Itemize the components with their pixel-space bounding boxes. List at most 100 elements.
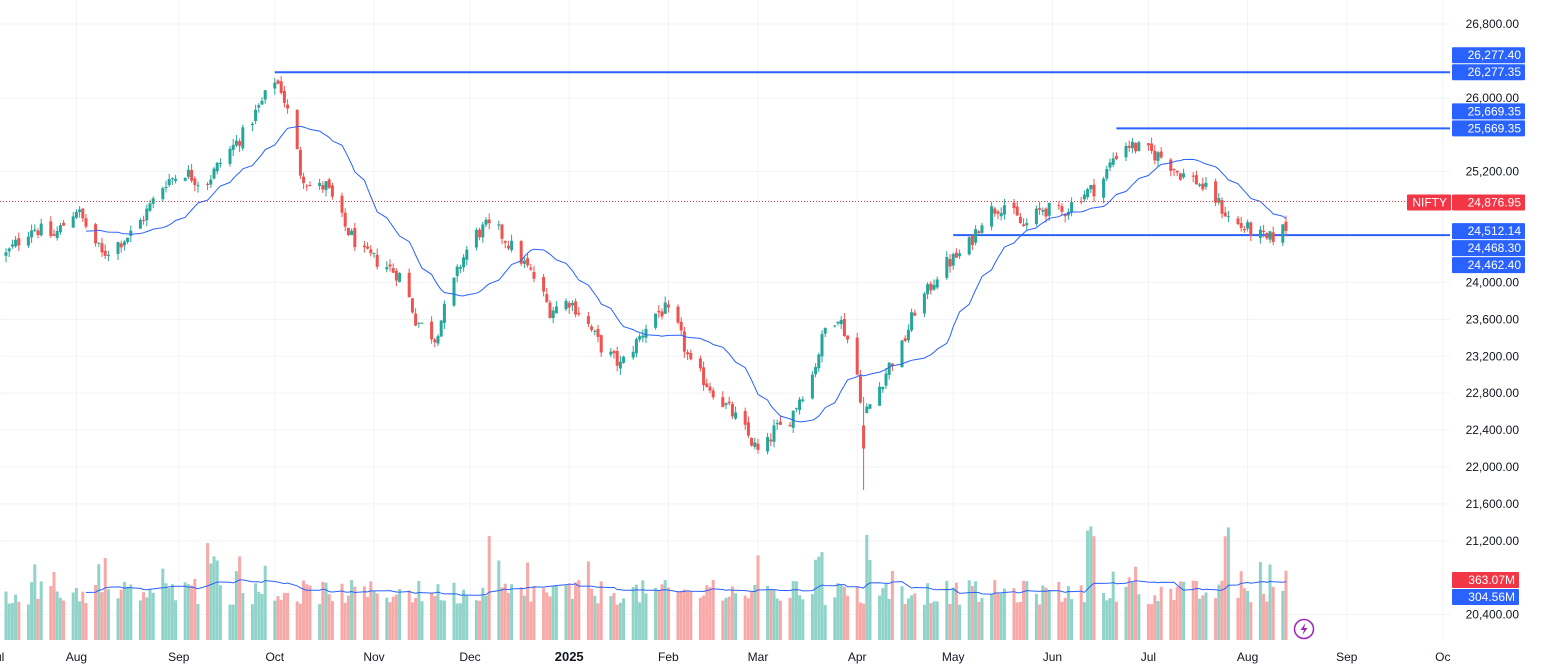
candle-body bbox=[388, 264, 392, 267]
volume-bar bbox=[913, 593, 917, 640]
volume-bar bbox=[420, 601, 424, 640]
volume-bar bbox=[570, 598, 574, 640]
volume-bar bbox=[1242, 588, 1246, 640]
candle-body bbox=[209, 179, 213, 185]
volume-bar bbox=[666, 587, 670, 640]
candle-body bbox=[798, 399, 802, 411]
level-price-tag-text: 24,468.30 bbox=[1468, 241, 1522, 255]
candle-body bbox=[228, 148, 232, 164]
candle-body bbox=[282, 90, 286, 103]
volume-bar bbox=[74, 587, 78, 640]
volume-bar bbox=[980, 597, 984, 640]
last-price-tag-bg bbox=[1452, 194, 1525, 211]
candle-body bbox=[756, 443, 760, 450]
volume-ma-tag: 304.56M bbox=[1452, 589, 1519, 605]
volume-bar bbox=[1092, 536, 1096, 640]
volume-bar bbox=[542, 588, 546, 640]
candle-body bbox=[996, 211, 1000, 214]
volume-bar bbox=[1044, 587, 1048, 640]
volume-bar bbox=[878, 595, 882, 640]
volume-bar bbox=[609, 596, 613, 640]
volume-bar bbox=[519, 587, 523, 640]
candle-body bbox=[1214, 181, 1218, 203]
volume-bar bbox=[1194, 580, 1198, 640]
candle-body bbox=[1127, 145, 1131, 148]
candle-body bbox=[948, 259, 952, 267]
volume-bar bbox=[250, 604, 254, 640]
volume-bar bbox=[634, 584, 638, 640]
volume-bar bbox=[1268, 564, 1272, 640]
candle-body bbox=[1258, 229, 1262, 238]
volume-bar bbox=[170, 584, 174, 640]
volume-bar bbox=[756, 555, 760, 640]
volume-bar bbox=[526, 562, 530, 640]
volume-bar bbox=[295, 601, 299, 640]
candle-body bbox=[708, 386, 712, 391]
volume-bar bbox=[39, 581, 43, 640]
candle-body bbox=[820, 334, 824, 357]
volume-bar bbox=[596, 603, 600, 640]
volume-bar bbox=[212, 556, 216, 640]
candle-body bbox=[308, 185, 312, 187]
candle-body bbox=[1226, 216, 1230, 218]
volume-bar bbox=[506, 592, 510, 640]
volume-bar bbox=[1249, 602, 1253, 640]
candle-body bbox=[772, 425, 776, 442]
price-axis[interactable]: 26,800.00 26,000.00 25,200.00 24,000.00 23,6… bbox=[1466, 17, 1520, 622]
candle-body bbox=[474, 229, 478, 248]
candle-body bbox=[465, 249, 469, 260]
volume-bar bbox=[932, 601, 936, 640]
candle-body bbox=[74, 211, 78, 218]
candle-body bbox=[1079, 201, 1083, 203]
volume-bar bbox=[142, 592, 146, 640]
candle-body bbox=[506, 245, 510, 249]
candle-body bbox=[932, 284, 936, 290]
candle-body bbox=[612, 351, 616, 354]
volume-bar bbox=[126, 586, 130, 640]
candle-body bbox=[1159, 151, 1163, 158]
candle-body bbox=[481, 224, 485, 238]
volume-bar bbox=[1172, 600, 1176, 640]
last-price-tag: 24,876.95 bbox=[1452, 194, 1525, 211]
volume-bar bbox=[612, 592, 616, 640]
volume-bar bbox=[958, 604, 962, 640]
candle-body bbox=[218, 163, 222, 165]
lightning-icon[interactable] bbox=[1293, 618, 1315, 640]
volume-bar bbox=[865, 534, 869, 640]
volume-bar bbox=[702, 595, 706, 640]
volume-bar bbox=[641, 580, 645, 640]
candle-body bbox=[529, 267, 533, 270]
volume-bar bbox=[615, 604, 619, 640]
volume-bar bbox=[823, 604, 827, 640]
volume-bar bbox=[1191, 580, 1195, 640]
candle-body bbox=[398, 273, 402, 282]
candle-body bbox=[794, 408, 798, 410]
level-lines[interactable] bbox=[274, 71, 1450, 237]
y-tick-label: 22,800.00 bbox=[1466, 386, 1520, 400]
candle-body bbox=[122, 241, 126, 246]
volume-bar bbox=[993, 580, 997, 640]
candle-body bbox=[1169, 159, 1173, 171]
time-axis[interactable]: ul Aug Sep Oct Nov Dec 2025 Feb Mar Apr May Jun Jul A… bbox=[0, 649, 1450, 664]
volume-bar bbox=[49, 586, 53, 640]
candle-body bbox=[455, 266, 459, 277]
volume-bar bbox=[33, 564, 37, 640]
y-tick-label: 20,400.00 bbox=[1466, 608, 1520, 622]
candle-body bbox=[839, 319, 843, 325]
candle-body bbox=[116, 242, 120, 254]
candle-body bbox=[254, 109, 258, 122]
candle-body bbox=[1089, 185, 1093, 190]
volume-bar bbox=[282, 592, 286, 640]
candle-body bbox=[615, 350, 619, 366]
candle-body bbox=[743, 411, 747, 425]
candle-body bbox=[350, 230, 354, 236]
candle-body bbox=[78, 209, 82, 213]
volume-bar bbox=[814, 559, 818, 640]
candle-body bbox=[977, 231, 981, 234]
volume-bar bbox=[183, 582, 187, 640]
volume-bar bbox=[430, 592, 434, 640]
candle-body bbox=[724, 403, 728, 406]
candle-body bbox=[500, 224, 504, 239]
candle-body bbox=[532, 272, 536, 279]
